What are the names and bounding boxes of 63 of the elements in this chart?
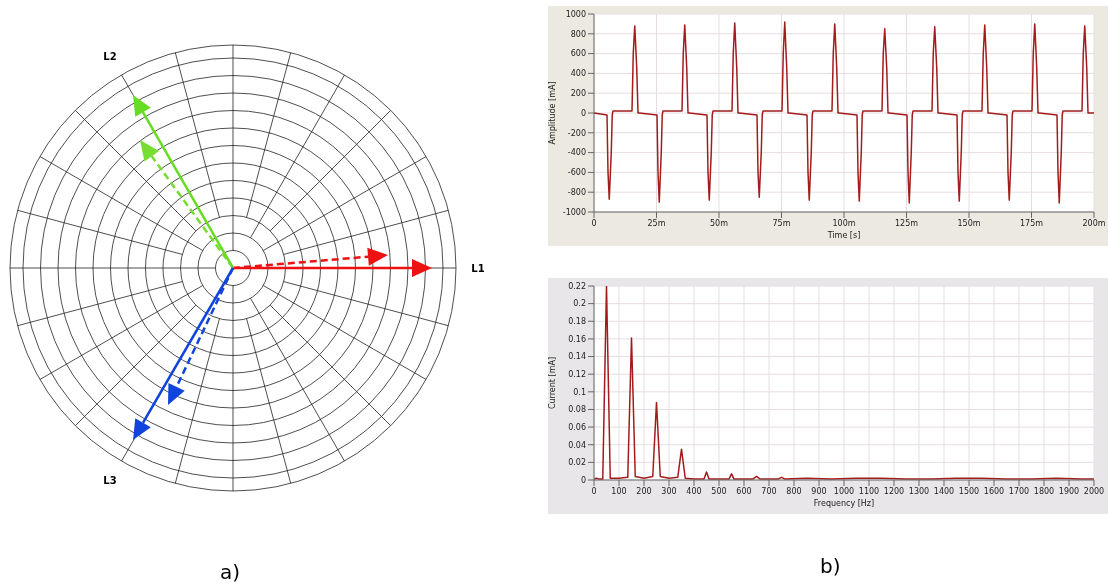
x-tick-label: 400 <box>686 486 702 496</box>
x-tick-label: 75m <box>772 218 791 228</box>
y-tick-label: 0.02 <box>568 458 586 468</box>
y-axis-title: Amplitude [mA] <box>547 81 557 145</box>
text: L3 <box>103 475 117 486</box>
x-tick-label: 200m <box>1082 218 1106 228</box>
x-tick-label: 50m <box>710 218 729 228</box>
y-tick-label: 800 <box>570 29 586 39</box>
x-tick-label: 600 <box>736 486 752 496</box>
x-axis-title: Frequency [Hz] <box>813 499 875 508</box>
x-tick-label: 100m <box>832 218 856 228</box>
y-tick-label: 200 <box>570 89 586 99</box>
x-tick-label: 1100 <box>858 486 880 496</box>
y-tick-label: 0.22 <box>568 281 586 291</box>
y-tick-label: 400 <box>570 69 586 79</box>
x-tick-label: 700 <box>761 486 777 496</box>
x-tick-label: 800 <box>786 486 802 496</box>
y-tick-label: 0.04 <box>568 440 586 450</box>
text: a) <box>220 560 241 584</box>
y-tick-label: -600 <box>567 168 586 178</box>
y-tick-label: -400 <box>567 148 586 158</box>
x-tick-label: 1600 <box>983 486 1005 496</box>
y-tick-label: 0.2 <box>573 299 586 309</box>
y-tick-label: -800 <box>567 188 586 198</box>
x-tick-label: 900 <box>811 486 827 496</box>
x-tick-label: 100 <box>611 486 627 496</box>
x-tick-label: 1500 <box>958 486 980 496</box>
y-axis-title: Current [mA] <box>547 356 557 410</box>
y-tick-label: 0 <box>580 475 586 485</box>
x-tick-label: 1300 <box>908 486 930 496</box>
x-tick-label: 300 <box>661 486 677 496</box>
text: b) <box>820 554 841 578</box>
text: L1 <box>471 263 485 274</box>
y-tick-label: 0.08 <box>568 405 586 415</box>
y-tick-label: 0.1 <box>573 387 586 397</box>
y-tick-label: 0.14 <box>568 352 586 362</box>
x-tick-label: 1800 <box>1033 486 1055 496</box>
y-tick-label: 1000 <box>565 9 586 19</box>
x-tick-label: 175m <box>1019 218 1044 228</box>
y-tick-label: 0.12 <box>568 370 586 380</box>
text: L2 <box>103 51 117 62</box>
y-tick-label: -1000 <box>562 207 586 217</box>
y-tick-label: 0.06 <box>568 422 586 432</box>
x-tick-label: 2000 <box>1083 486 1105 496</box>
x-tick-label: 0 <box>591 486 597 496</box>
x-tick-label: 1900 <box>1058 486 1080 496</box>
x-axis-title: Time [s] <box>826 231 861 240</box>
x-tick-label: 1200 <box>883 486 905 496</box>
line-series <box>594 21 1094 204</box>
y-tick-label: 0 <box>580 108 586 118</box>
x-tick-label: 0 <box>591 218 597 228</box>
x-tick-label: 200 <box>636 486 652 496</box>
y-tick-label: -200 <box>567 128 586 138</box>
x-tick-label: 1400 <box>933 486 955 496</box>
x-tick-label: 125m <box>894 218 919 228</box>
y-tick-label: 0.18 <box>568 317 586 327</box>
x-tick-label: 500 <box>711 486 727 496</box>
y-tick-label: 600 <box>570 49 586 59</box>
y-tick-label: 0.16 <box>568 334 586 344</box>
x-tick-label: 25m <box>647 218 666 228</box>
x-tick-label: 150m <box>957 218 981 228</box>
x-tick-label: 1700 <box>1008 486 1030 496</box>
x-tick-label: 1000 <box>833 486 855 496</box>
